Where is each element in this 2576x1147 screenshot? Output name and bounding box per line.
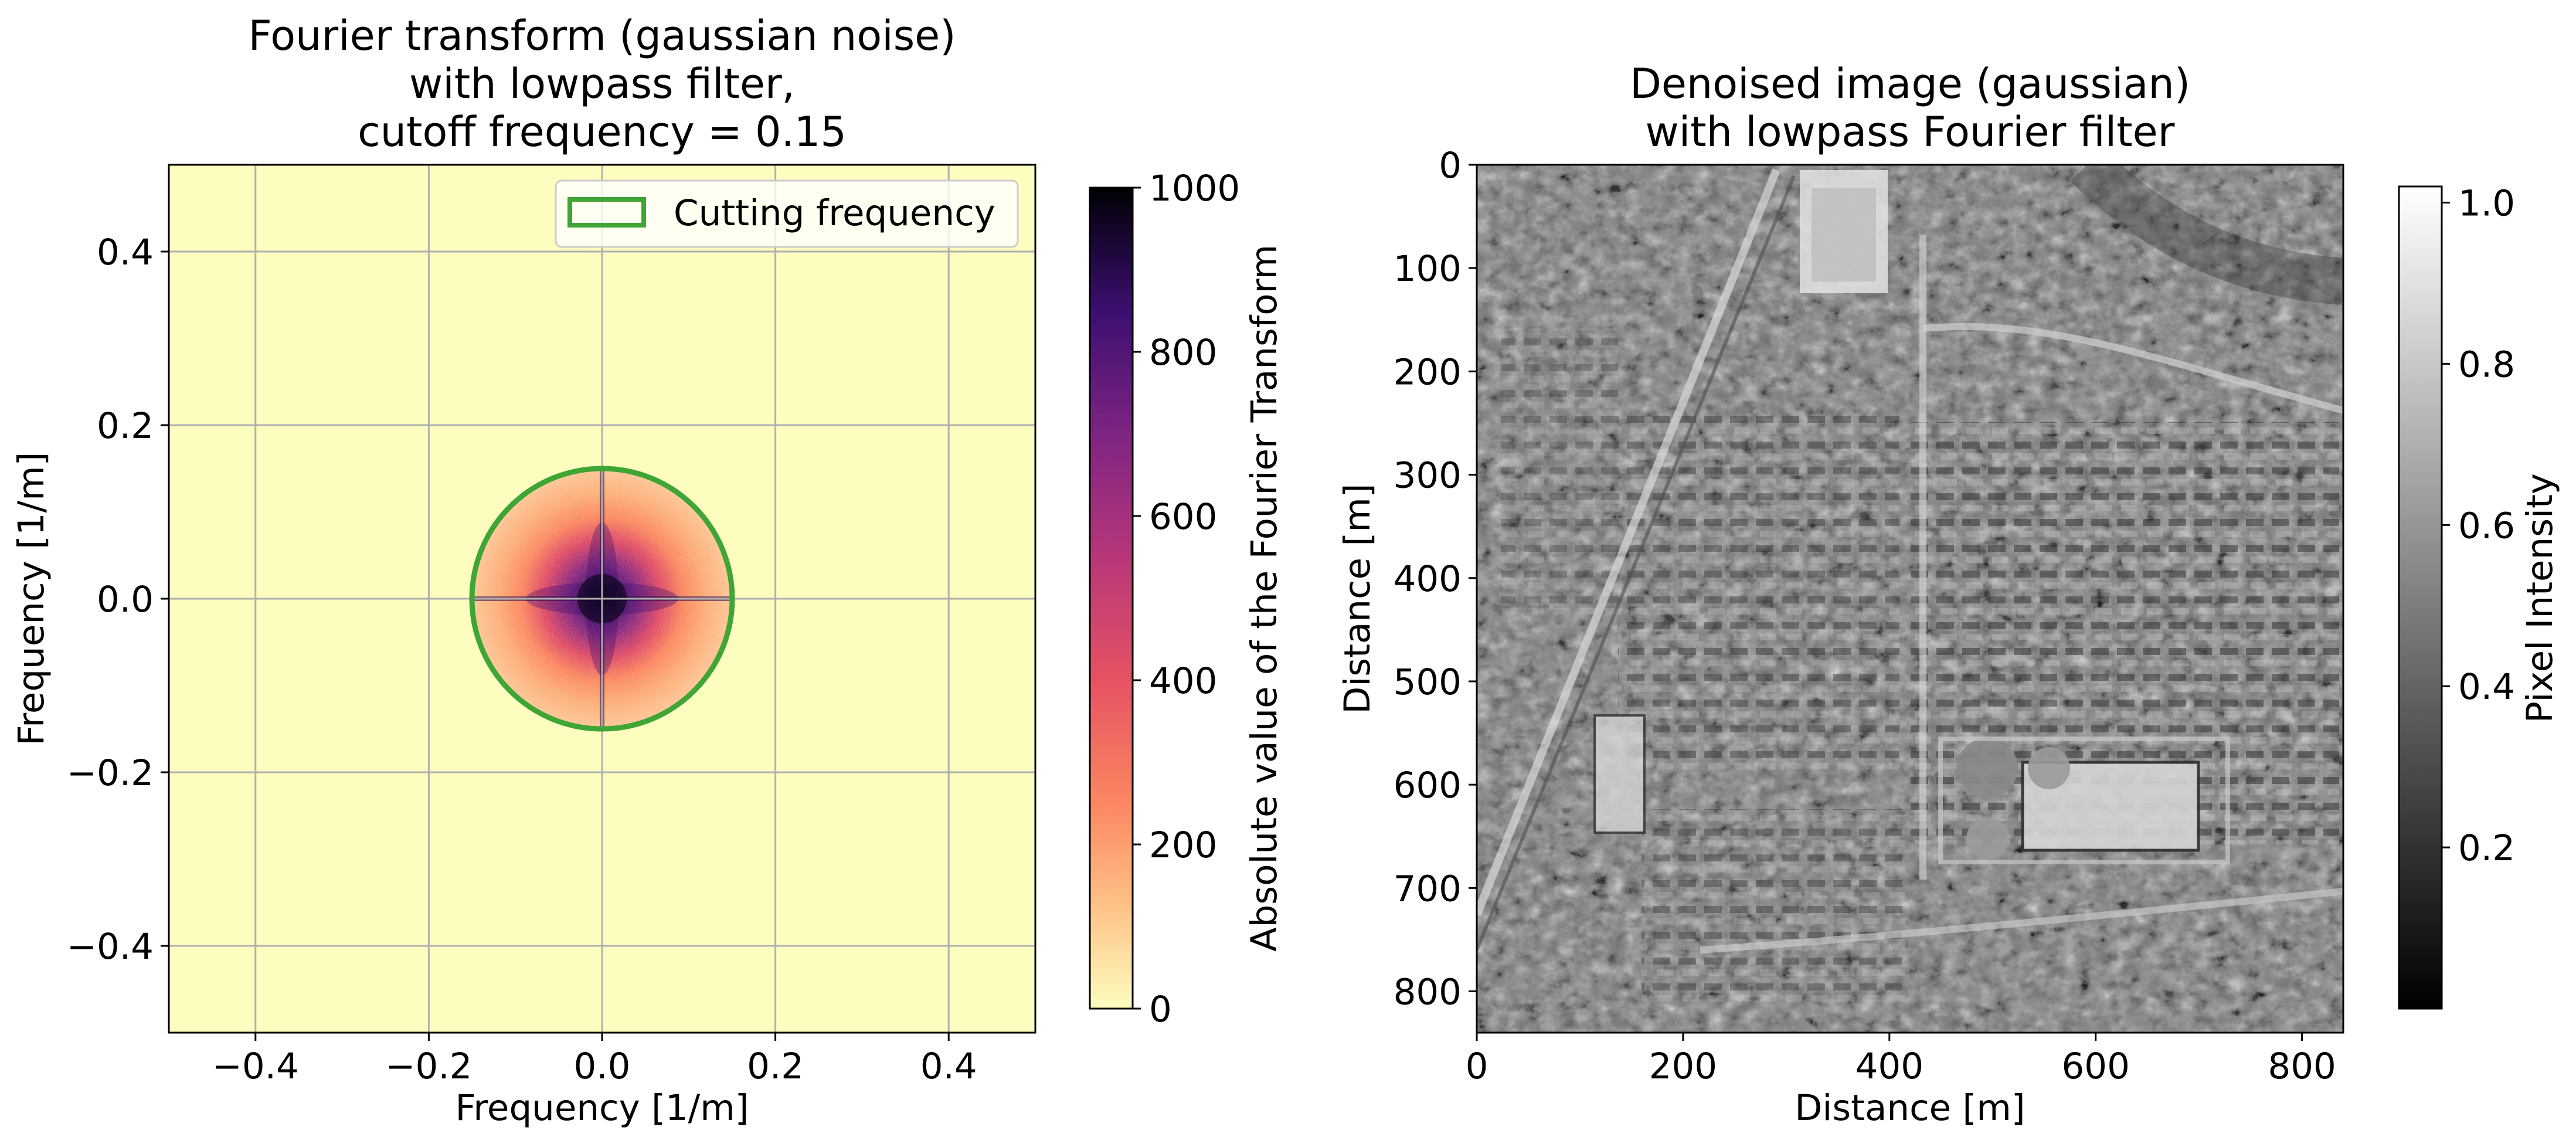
left-y-tick-label: 0.2 [97,405,154,447]
right-colorbar-tick-label: 0.6 [2458,505,2515,547]
right-x-axis-label: Distance [m] [1795,1087,2025,1129]
right-title-line: Denoised image (gaussian) [1630,60,2190,108]
right-y-tick-label: 0 [1439,145,1462,186]
right-y-tick-label: 200 [1394,351,1462,393]
left-x-tick-label: 0.0 [573,1046,630,1087]
left-colorbar [1090,188,1133,1009]
right-colorbar-tick-label: 0.8 [2458,344,2515,385]
right-x-tick-label: 0 [1466,1046,1488,1087]
left-colorbar-tick-label: 800 [1149,332,1217,374]
right-y-tick-label: 500 [1394,661,1462,703]
right-colorbar-ticks: 0.2 0.4 0.6 0.8 1.0 Pixel Intensity [2442,182,2561,869]
right-x-tick-label: 600 [2061,1046,2129,1087]
right-x-tick-label: 800 [2268,1046,2336,1087]
right-colorbar-label: Pixel Intensity [2519,473,2561,723]
left-y-axis-label: Frequency [1/m] [11,452,52,746]
right-x-tick-label: 400 [1855,1046,1923,1087]
right-x-tick-label: 200 [1649,1046,1717,1087]
left-title-line: cutoff frequency = 0.15 [358,108,847,156]
left-axis-ticks: −0.4 −0.2 0.0 0.2 0.4 −0.4 −0.2 0.0 0.2 0.4 Freque… [11,232,977,1129]
legend-label: Cutting frequency [674,192,995,234]
right-colorbar-tick-label: 1.0 [2458,182,2515,224]
right-colorbar-frame [2398,185,2443,1010]
right-y-axis-label: Distance [m] [1337,483,1378,714]
left-colorbar-frame [1089,186,1134,1010]
legend: Cutting frequency [555,179,1019,248]
left-colorbar-tick-label: 600 [1149,496,1217,538]
left-x-tick-label: 0.2 [747,1046,804,1087]
right-colorbar-tick-label: 0.2 [2458,827,2515,869]
left-title-line: Fourier transform (gaussian noise) [248,12,956,60]
cutoff-circle [469,466,735,732]
right-title-line: with lowpass Fourier filter [1646,108,2175,156]
denoised-image [1477,165,2343,1033]
right-axis-ticks: 0 200 400 600 8000100200300400500600700800Di… [1337,145,2336,1129]
right-y-tick-label: 800 [1394,972,1462,1013]
right-plot-frame [1476,164,2344,1034]
right-chart-title: Denoised image (gaussian)with lowpass Fo… [1630,60,2190,156]
right-y-tick-label: 600 [1394,765,1462,806]
left-colorbar-tick-label: 1000 [1149,168,1240,209]
left-y-tick-label: 0.0 [97,579,154,620]
left-colorbar-tick-label: 200 [1149,824,1217,866]
right-y-tick-label: 300 [1394,455,1462,497]
left-x-tick-label: 0.4 [920,1046,977,1087]
left-x-tick-label: −0.4 [212,1046,299,1087]
right-y-tick-label: 100 [1394,248,1462,290]
legend-swatch [567,197,646,228]
left-x-tick-label: −0.2 [385,1046,472,1087]
left-chart-title: Fourier transform (gaussian noise)with l… [248,12,956,156]
right-colorbar [2399,186,2442,1009]
left-title-line: with lowpass filter, [409,60,795,108]
left-grid [169,165,1035,1033]
left-colorbar-label: Absolute value of the Fourier Transform [1243,245,1285,952]
right-y-tick-label: 400 [1394,558,1462,600]
left-colorbar-tick-label: 0 [1149,989,1172,1030]
right-y-tick-label: 700 [1394,868,1462,910]
right-colorbar-tick-label: 0.4 [2458,666,2515,708]
legend-box [555,179,1019,248]
left-colorbar-tick-label: 400 [1149,660,1217,702]
left-y-tick-label: −0.4 [67,926,154,968]
left-y-tick-label: −0.2 [67,752,154,794]
left-x-axis-label: Frequency [1/m] [456,1087,749,1129]
left-y-tick-label: 0.4 [97,232,154,273]
